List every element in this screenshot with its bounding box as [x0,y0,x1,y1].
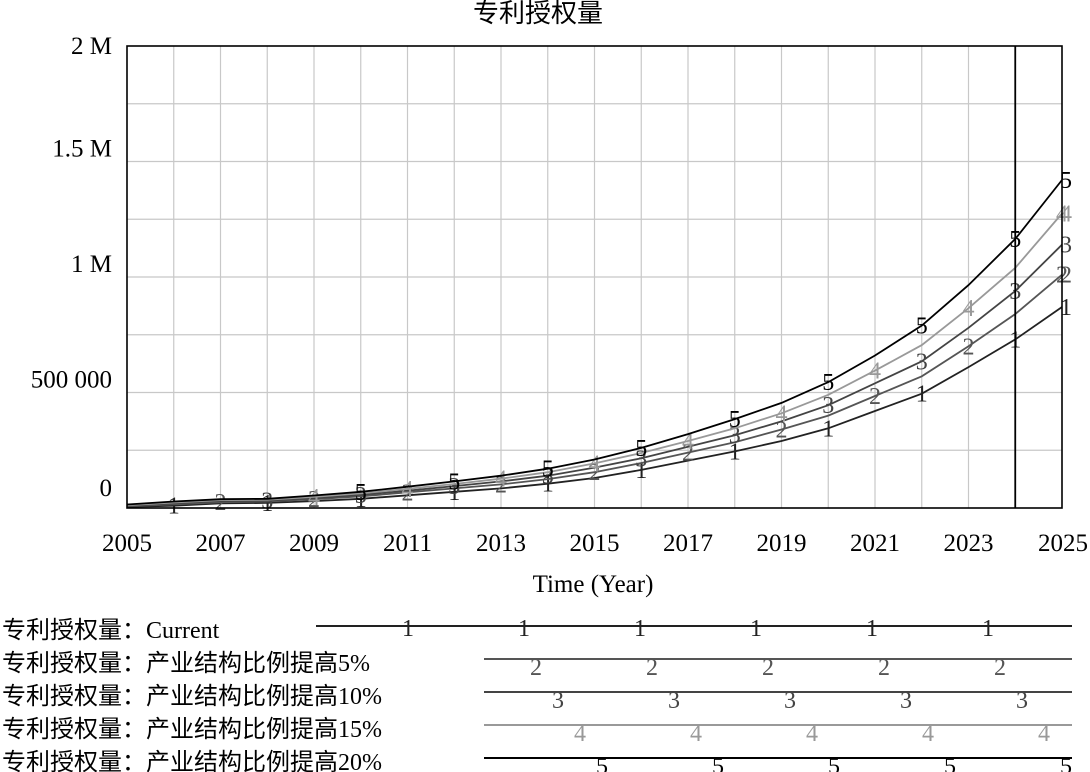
series-marker-2: 2 [215,490,227,516]
chart-title: 专利授权量 [473,0,603,28]
x-tick-label: 2013 [476,530,526,557]
legend-marker: 1 [750,616,762,642]
series-marker-3: 3 [261,489,273,515]
y-tick-label: 0 [100,475,113,502]
series-marker-2: 2 [869,384,881,410]
series-marker-3: 3 [822,393,834,419]
x-axis: 2005 2007 2009 2011 2013 2015 2017 2019 2021 2023… [102,530,1088,557]
x-tick-label: 2011 [383,530,432,557]
series-line-3 [126,244,1063,507]
legend-marker: 3 [900,688,912,714]
series-line-2 [126,274,1063,508]
series-marker-2: 2 [776,417,788,443]
legend: 专利授权量：Current 1 1 1 1 1 1 专利授权量：产业结构比例提高5% 2 2 2 2 2… [2,616,1072,772]
x-tick-label: 2007 [196,530,246,557]
series-marker-4: 4 [308,485,320,511]
legend-marker: 2 [530,655,542,681]
series-marker-5: 5 [448,469,460,495]
legend-marker: 1 [518,616,530,642]
series-group: 1111111111122222222222333333333344444444… [126,168,1072,520]
legend-marker: 2 [762,655,774,681]
series-marker-5: 5 [635,436,647,462]
legend-marker: 4 [690,721,702,747]
legend-marker: 5 [1060,754,1072,772]
plot-frame [126,45,1063,509]
legend-marker: 2 [994,655,1006,681]
series-marker-4: 4 [1060,201,1072,227]
plot-border [126,45,1063,509]
legend-marker: 2 [878,655,890,681]
legend-marker: 4 [1038,721,1050,747]
x-tick-label: 2021 [850,530,900,557]
legend-marker: 3 [784,688,796,714]
series-marker-1: 1 [822,416,834,442]
series-marker-1: 1 [916,382,928,408]
series-marker-5: 5 [542,457,554,483]
series-marker-3: 3 [916,349,928,375]
legend-marker: 1 [866,616,878,642]
series-marker-4: 4 [589,451,601,477]
series-marker-5: 5 [822,370,834,396]
x-tick-label: 2017 [663,530,713,557]
series-marker-4: 4 [869,359,881,385]
legend-label: 专利授权量：产业结构比例提高10% [2,683,382,710]
series-marker-2: 2 [963,334,975,360]
y-tick-label: 1 M [71,251,112,278]
series-marker-3: 3 [1060,233,1072,259]
series-marker-1: 1 [168,494,180,520]
legend-marker: 4 [574,721,586,747]
x-tick-label: 2019 [757,530,807,557]
legend-label: 专利授权量：产业结构比例提高20% [2,749,382,772]
y-tick-label: 1.5 M [52,136,112,163]
series-marker-4: 4 [402,477,414,503]
series-marker-4: 4 [776,401,788,427]
y-tick-label: 2 M [71,33,112,60]
x-axis-label: Time (Year) [533,571,654,598]
legend-marker: 1 [982,616,994,642]
legend-marker: 3 [552,688,564,714]
series-marker-5: 5 [1060,168,1072,194]
legend-marker: 4 [922,721,934,747]
series-marker-2: 2 [1060,263,1072,289]
legend-marker: 4 [806,721,818,747]
legend-label: 专利授权量：产业结构比例提高5% [2,650,370,677]
series-line-4 [126,212,1063,507]
series-marker-4: 4 [495,467,507,493]
legend-marker: 1 [634,616,646,642]
y-tick-label: 500 000 [31,367,112,394]
x-tick-label: 2025 [1038,530,1088,557]
legend-label: 专利授权量：Current [2,617,220,644]
series-marker-5: 5 [916,314,928,340]
series-line-5 [126,179,1063,506]
x-tick-label: 2015 [570,530,620,557]
grid [127,46,1062,508]
legend-marker: 5 [596,754,608,772]
legend-marker: 5 [828,754,840,772]
series-marker-2: 2 [308,487,320,513]
series-marker-4: 4 [963,296,975,322]
series-marker-1: 1 [1060,295,1072,321]
series-marker-5: 5 [355,480,367,506]
y-axis: 0 500 000 1 M 1.5 M 2 M [31,33,112,502]
x-tick-label: 2009 [289,530,339,557]
series-marker-1: 1 [261,491,273,517]
series-marker-3: 3 [355,483,367,509]
legend-marker: 2 [646,655,658,681]
series-marker-3: 3 [542,464,554,490]
legend-marker: 5 [712,754,724,772]
legend-marker: 1 [402,616,414,642]
legend-marker: 3 [1016,688,1028,714]
x-tick-label: 2023 [944,530,994,557]
series-marker-1: 1 [729,439,741,465]
series-marker-5: 5 [729,407,741,433]
x-tick-label: 2005 [102,530,152,557]
legend-marker: 5 [944,754,956,772]
legend-label: 专利授权量：产业结构比例提高15% [2,716,382,743]
legend-marker: 3 [668,688,680,714]
series-line-1 [126,306,1063,508]
